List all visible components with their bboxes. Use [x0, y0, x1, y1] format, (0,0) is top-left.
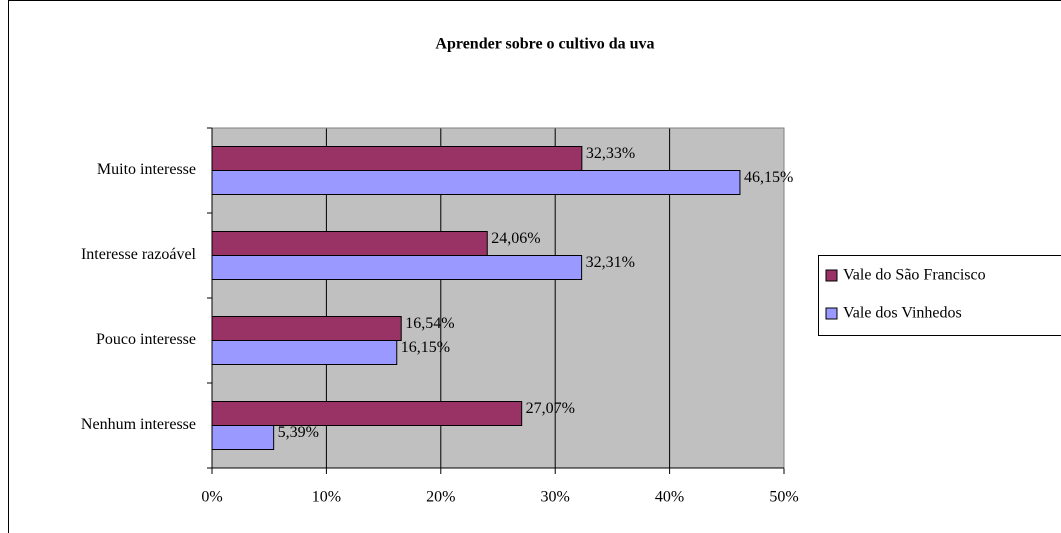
bar: [211, 255, 583, 280]
y-tick-label: Interesse razoável: [81, 246, 197, 263]
x-tick-label: 40%: [655, 489, 684, 506]
bar: [211, 170, 741, 195]
value-label: 16,15%: [401, 339, 450, 356]
x-tick-label: 20%: [426, 489, 455, 506]
bar: [211, 146, 583, 171]
bar: [211, 231, 488, 256]
legend-label: Vale dos Vinhedos: [843, 305, 962, 322]
x-tick-label: 30%: [541, 489, 570, 506]
value-label: 32,33%: [586, 145, 635, 162]
legend-label: Vale do São Francisco: [843, 267, 986, 284]
chart-title: Aprender sobre o cultivo da uva: [435, 36, 654, 53]
legend-box: [818, 255, 1061, 336]
x-tick-label: 10%: [312, 489, 341, 506]
value-label: 24,06%: [491, 230, 540, 247]
bar: [211, 340, 398, 365]
legend-swatch: [825, 307, 838, 320]
bar: [211, 316, 402, 341]
y-tick-label: Muito interesse: [97, 161, 196, 178]
x-tick-label: 0%: [201, 489, 222, 506]
value-label: 5,39%: [278, 424, 319, 441]
y-tick-label: Nenhum interesse: [81, 416, 196, 433]
bar: [211, 401, 523, 426]
legend-swatch: [825, 269, 838, 282]
x-tick-label: 50%: [769, 489, 798, 506]
y-tick-label: Pouco interesse: [96, 331, 196, 348]
value-label: 27,07%: [526, 400, 575, 417]
value-label: 16,54%: [405, 315, 454, 332]
value-label: 46,15%: [744, 169, 793, 186]
bar: [211, 425, 275, 450]
value-label: 32,31%: [586, 254, 635, 271]
